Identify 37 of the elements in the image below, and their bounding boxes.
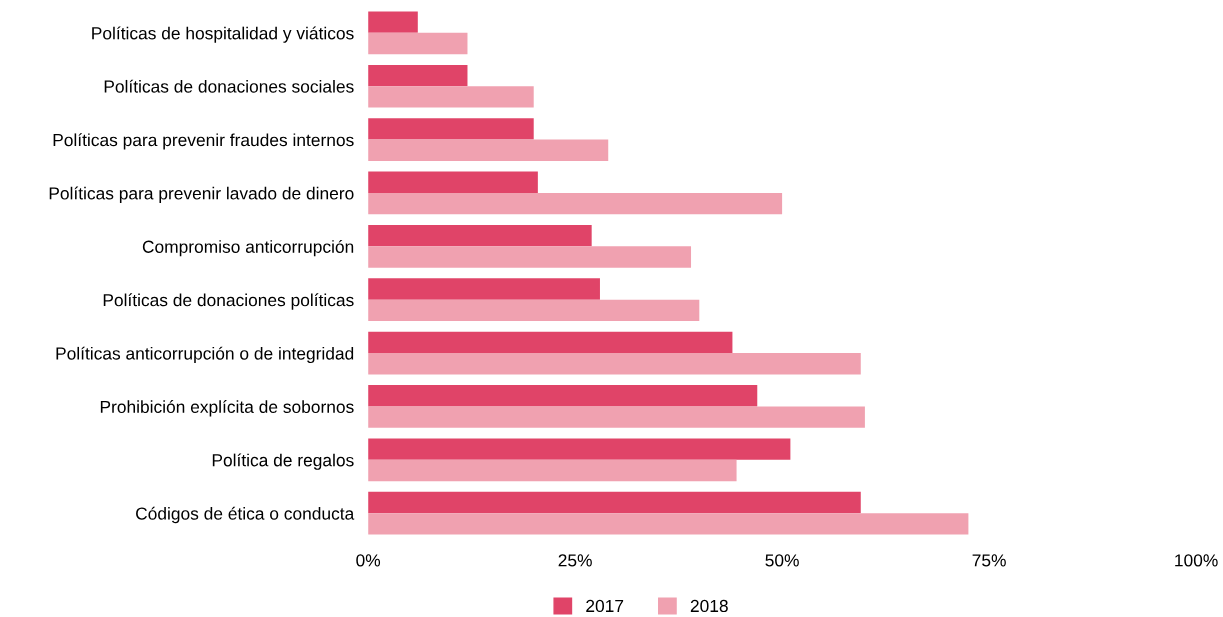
bar [368, 438, 791, 460]
x-tick-label: 25% [558, 554, 592, 567]
bar [368, 513, 969, 535]
legend-label: 2017 [586, 599, 624, 613]
bar [368, 64, 468, 87]
bar [368, 224, 592, 247]
y-tick-label: Políticas para prevenir fraudes internos [53, 133, 354, 150]
y-tick-label: Políticas anticorrupción o de integridad [56, 346, 354, 364]
bar [368, 11, 418, 33]
bar [368, 32, 468, 55]
y-tick-label: Políticas para prevenir lavado de dinero [49, 186, 354, 203]
y-tick-label: Políticas de donaciones sociales [104, 79, 354, 93]
y-tick-label: Códigos de ética o conducta [136, 506, 355, 524]
bar [368, 331, 733, 354]
bar [368, 491, 861, 514]
bar [368, 171, 538, 193]
bar [368, 118, 534, 140]
legend-label: 2018 [690, 599, 728, 613]
y-tick-label: Política de regalos [212, 453, 354, 470]
bar [368, 86, 534, 108]
bar [368, 385, 758, 407]
x-tick-label: 0% [356, 554, 381, 567]
x-tick-label: 75% [972, 554, 1006, 567]
bar [368, 299, 700, 322]
bar [368, 139, 609, 161]
y-tick-label: Políticas de hospitalidad y viáticos [92, 26, 354, 43]
bar [368, 192, 783, 215]
y-tick-label: Compromiso anticorrupción [142, 239, 354, 257]
bar [368, 353, 861, 375]
bar [368, 246, 692, 268]
y-tick-label: Prohibición explícita de sobornos [100, 400, 354, 417]
bar [368, 406, 865, 428]
bar [368, 278, 600, 300]
x-tick-label: 100% [1175, 554, 1218, 567]
y-tick-label: Políticas de donaciones políticas [103, 293, 354, 310]
bar [368, 459, 737, 482]
x-tick-label: 50% [765, 554, 799, 567]
